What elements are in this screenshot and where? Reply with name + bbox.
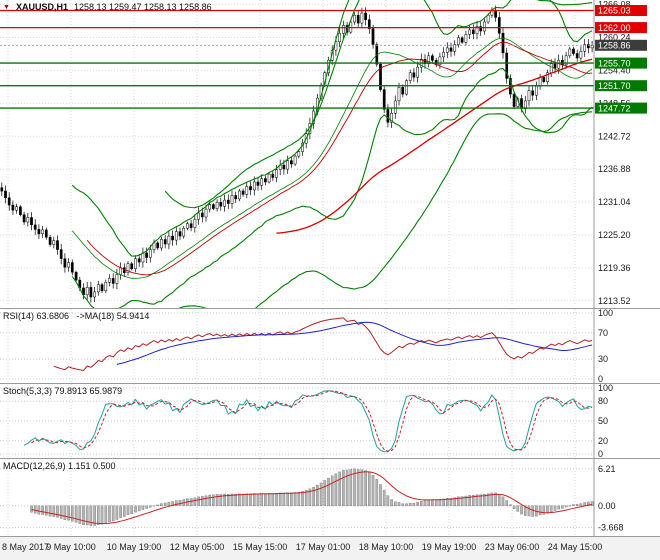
time-axis-label: 12 May 05:00 xyxy=(169,542,225,552)
macd-canvas[interactable]: 6.21 0.00 -3.668 xyxy=(0,459,660,536)
price-axis: 1266.081260.241254.401248.561242.721236.… xyxy=(593,0,647,308)
main-chart-panel: 1266.081260.241254.401248.561242.721236.… xyxy=(0,0,660,309)
price-tick-label: 1242.72 xyxy=(598,131,631,141)
rsi-canvas[interactable]: 100 70 30 0 xyxy=(0,309,660,383)
time-axis-label: 24 May 15:00 xyxy=(547,542,603,552)
candles-layer xyxy=(0,5,594,303)
macd-histogram xyxy=(30,468,594,526)
stoch-tick-label: 50 xyxy=(598,416,608,426)
price-tick-label: 1266.08 xyxy=(598,0,631,10)
price-level-badge[interactable] xyxy=(595,22,647,34)
price-tick-label: 1213.52 xyxy=(598,296,631,306)
price-plot-layer xyxy=(0,0,594,308)
stoch-tick-label: 100 xyxy=(598,384,613,393)
price-tick-label: 1225.20 xyxy=(598,230,631,240)
time-axis-label: 15 May 15:00 xyxy=(232,542,288,552)
price-tick-label: 1260.24 xyxy=(598,33,631,43)
stoch-tick-label: 80 xyxy=(598,396,608,406)
stoch-panel: 100 80 50 20 0 Stoch(5,3,3) 79.8913 65.9879 xyxy=(0,384,660,459)
macd-tick-label: -3.668 xyxy=(598,523,624,533)
price-chart-canvas[interactable]: 1266.081260.241254.401248.561242.721236.… xyxy=(0,0,660,308)
macd-plot-layer xyxy=(30,468,594,526)
stoch-tick-label: 0 xyxy=(598,449,603,458)
price-level-badge-value: 1265.03 xyxy=(598,6,631,16)
price-tick-label: 1236.88 xyxy=(598,164,631,174)
time-axis-label: 10 May 19:00 xyxy=(106,542,162,552)
time-axis-label: 19 May 19:00 xyxy=(421,542,477,552)
price-tick-label: 1254.40 xyxy=(598,65,631,75)
macd-grid xyxy=(0,459,594,536)
rsi-tick-label: 100 xyxy=(598,309,613,318)
rsi-grid xyxy=(0,309,594,383)
price-level-badge-value: 1258.86 xyxy=(598,41,631,51)
rsi-tick-label: 30 xyxy=(598,354,608,364)
main-grid xyxy=(0,0,594,306)
price-level-badge-value: 1247.72 xyxy=(598,103,631,113)
time-axis-label: 9 May 10:00 xyxy=(46,542,96,552)
price-tick-label: 1231.04 xyxy=(598,197,631,207)
price-level-badge[interactable] xyxy=(595,80,647,92)
rsi-panel: 100 70 30 0 RSI(14) 63.6806 ->MA(18) 54.941… xyxy=(0,309,660,384)
stoch-grid xyxy=(0,384,594,458)
stoch-tick-label: 20 xyxy=(598,436,608,446)
time-axis-label: 17 May 01:00 xyxy=(295,542,351,552)
stoch-canvas[interactable]: 100 80 50 20 0 xyxy=(0,384,660,458)
price-tick-label: 1219.36 xyxy=(598,263,631,273)
stoch-plot-layer xyxy=(23,390,593,453)
macd-tick-label: 0.00 xyxy=(598,501,616,511)
price-level-badge-value: 1255.70 xyxy=(598,58,631,68)
time-axis-label: 18 May 10:00 xyxy=(358,542,414,552)
price-level-badge[interactable] xyxy=(595,5,647,16)
price-level-badge[interactable] xyxy=(595,102,647,114)
symbol-dropdown-icon[interactable]: ▼ xyxy=(3,3,10,11)
price-level-badge-value: 1251.70 xyxy=(598,81,631,91)
macd-tick-label: 6.21 xyxy=(598,464,616,474)
rsi-tick-label: 70 xyxy=(598,328,608,338)
price-level-badge-value: 1262.00 xyxy=(598,23,631,33)
time-axis[interactable]: 8 May 2017 9 May 10:00 10 May 19:00 12 May … xyxy=(0,537,660,560)
price-level-badge[interactable] xyxy=(595,39,647,51)
price-level-badge[interactable] xyxy=(595,57,647,69)
time-axis-label: 23 May 06:00 xyxy=(484,542,540,552)
rsi-plot-layer xyxy=(53,317,593,372)
macd-panel: 6.21 0.00 -3.668 MACD(12,26,9) 1.151 0.500 xyxy=(0,459,660,537)
time-axis-label: 8 May 2017 xyxy=(2,542,50,552)
rsi-tick-label: 0 xyxy=(598,374,603,383)
